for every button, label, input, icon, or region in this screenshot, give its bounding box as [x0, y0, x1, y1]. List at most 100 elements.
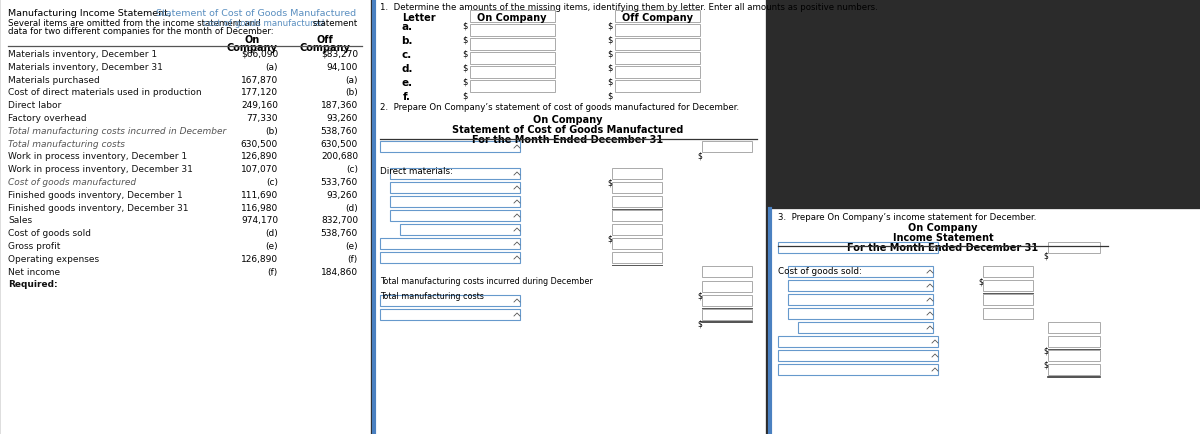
- Text: Total manufacturing costs incurred in December: Total manufacturing costs incurred in De…: [8, 126, 227, 135]
- FancyBboxPatch shape: [1048, 243, 1100, 253]
- FancyBboxPatch shape: [983, 280, 1033, 291]
- Text: (d): (d): [346, 203, 358, 212]
- FancyBboxPatch shape: [390, 169, 520, 180]
- Text: 167,870: 167,870: [241, 76, 278, 84]
- FancyBboxPatch shape: [372, 0, 766, 434]
- Text: $: $: [978, 276, 983, 285]
- FancyBboxPatch shape: [616, 39, 700, 51]
- FancyBboxPatch shape: [380, 141, 520, 153]
- Text: 2.  Prepare On Company’s statement of cost of goods manufactured for December.: 2. Prepare On Company’s statement of cos…: [380, 103, 739, 112]
- Text: 94,100: 94,100: [326, 62, 358, 72]
- Text: (b): (b): [346, 88, 358, 97]
- Text: 93,260: 93,260: [326, 191, 358, 199]
- Text: $66,090: $66,090: [241, 50, 278, 59]
- Text: Total manufacturing costs: Total manufacturing costs: [380, 291, 484, 300]
- Text: Net income: Net income: [8, 267, 60, 276]
- Text: $: $: [462, 64, 467, 73]
- Text: Materials inventory, December 1: Materials inventory, December 1: [8, 50, 157, 59]
- Text: $: $: [607, 178, 612, 187]
- FancyBboxPatch shape: [702, 309, 752, 320]
- FancyBboxPatch shape: [702, 281, 752, 293]
- Text: 630,500: 630,500: [320, 139, 358, 148]
- Text: Statement of Cost of Goods Manufactured: Statement of Cost of Goods Manufactured: [156, 9, 356, 18]
- Text: Off: Off: [317, 35, 334, 45]
- FancyBboxPatch shape: [788, 280, 934, 291]
- Text: For the Month Ended December 31: For the Month Ended December 31: [847, 243, 1038, 253]
- Text: On Company: On Company: [533, 115, 602, 125]
- Text: (b): (b): [265, 126, 278, 135]
- Text: (a): (a): [346, 76, 358, 84]
- FancyBboxPatch shape: [470, 11, 554, 23]
- Text: Company: Company: [227, 43, 277, 53]
- Text: Direct materials:: Direct materials:: [380, 167, 454, 176]
- Text: Total manufacturing costs incurred during December: Total manufacturing costs incurred durin…: [380, 276, 593, 285]
- Text: 974,170: 974,170: [241, 216, 278, 225]
- FancyBboxPatch shape: [768, 0, 1200, 214]
- FancyBboxPatch shape: [612, 183, 662, 194]
- Text: Operating expenses: Operating expenses: [8, 254, 100, 263]
- Text: On: On: [245, 35, 259, 45]
- FancyBboxPatch shape: [616, 11, 700, 23]
- Text: Materials inventory, December 31: Materials inventory, December 31: [8, 62, 163, 72]
- FancyBboxPatch shape: [390, 197, 520, 207]
- FancyBboxPatch shape: [778, 364, 938, 375]
- Text: 77,330: 77,330: [246, 114, 278, 123]
- Text: Several items are omitted from the income statement and: Several items are omitted from the incom…: [8, 19, 263, 28]
- Text: 533,760: 533,760: [320, 178, 358, 187]
- FancyBboxPatch shape: [702, 295, 752, 306]
- Text: Manufacturing Income Statement,: Manufacturing Income Statement,: [8, 9, 174, 18]
- Text: On Company: On Company: [478, 13, 546, 23]
- FancyBboxPatch shape: [798, 322, 934, 333]
- Text: Work in process inventory, December 31: Work in process inventory, December 31: [8, 165, 193, 174]
- Text: $: $: [462, 92, 467, 101]
- Text: statement: statement: [310, 19, 358, 28]
- Text: $: $: [1043, 250, 1048, 260]
- FancyBboxPatch shape: [702, 141, 752, 153]
- Text: (e): (e): [346, 241, 358, 250]
- Text: Company: Company: [300, 43, 350, 53]
- Text: Cost of direct materials used in production: Cost of direct materials used in product…: [8, 88, 202, 97]
- Text: (c): (c): [346, 165, 358, 174]
- Text: 116,980: 116,980: [241, 203, 278, 212]
- FancyBboxPatch shape: [0, 0, 370, 434]
- FancyBboxPatch shape: [788, 308, 934, 319]
- Text: Required:: Required:: [8, 280, 58, 289]
- Text: $: $: [697, 151, 702, 161]
- FancyBboxPatch shape: [778, 336, 938, 347]
- Text: (e): (e): [265, 241, 278, 250]
- FancyBboxPatch shape: [983, 266, 1033, 277]
- Text: 93,260: 93,260: [326, 114, 358, 123]
- FancyBboxPatch shape: [390, 210, 520, 221]
- FancyBboxPatch shape: [470, 53, 554, 65]
- Text: $: $: [462, 22, 467, 31]
- Text: 538,760: 538,760: [320, 229, 358, 238]
- FancyBboxPatch shape: [612, 197, 662, 207]
- Text: $: $: [462, 36, 467, 45]
- Text: $: $: [607, 92, 612, 101]
- Text: $: $: [462, 50, 467, 59]
- Text: 1.  Determine the amounts of the missing items, identifying them by letter. Ente: 1. Determine the amounts of the missing …: [380, 3, 877, 12]
- FancyBboxPatch shape: [983, 308, 1033, 319]
- Text: (d): (d): [265, 229, 278, 238]
- FancyBboxPatch shape: [778, 243, 938, 253]
- FancyBboxPatch shape: [1048, 322, 1100, 333]
- Text: 630,500: 630,500: [241, 139, 278, 148]
- FancyBboxPatch shape: [1048, 350, 1100, 361]
- Text: Work in process inventory, December 1: Work in process inventory, December 1: [8, 152, 187, 161]
- FancyBboxPatch shape: [380, 253, 520, 263]
- FancyBboxPatch shape: [612, 210, 662, 221]
- FancyBboxPatch shape: [400, 224, 520, 236]
- Text: $: $: [607, 64, 612, 73]
- Text: $: $: [607, 50, 612, 59]
- FancyBboxPatch shape: [768, 210, 1200, 434]
- Text: $: $: [697, 319, 702, 328]
- FancyBboxPatch shape: [380, 238, 520, 250]
- Text: 111,690: 111,690: [241, 191, 278, 199]
- Text: (f): (f): [348, 254, 358, 263]
- Text: $: $: [607, 234, 612, 243]
- Text: Cost of goods manufactured: Cost of goods manufactured: [8, 178, 136, 187]
- Text: c.: c.: [402, 50, 412, 60]
- Text: (a): (a): [265, 62, 278, 72]
- Text: $: $: [1043, 346, 1048, 355]
- Text: data for two different companies for the month of December:: data for two different companies for the…: [8, 27, 274, 36]
